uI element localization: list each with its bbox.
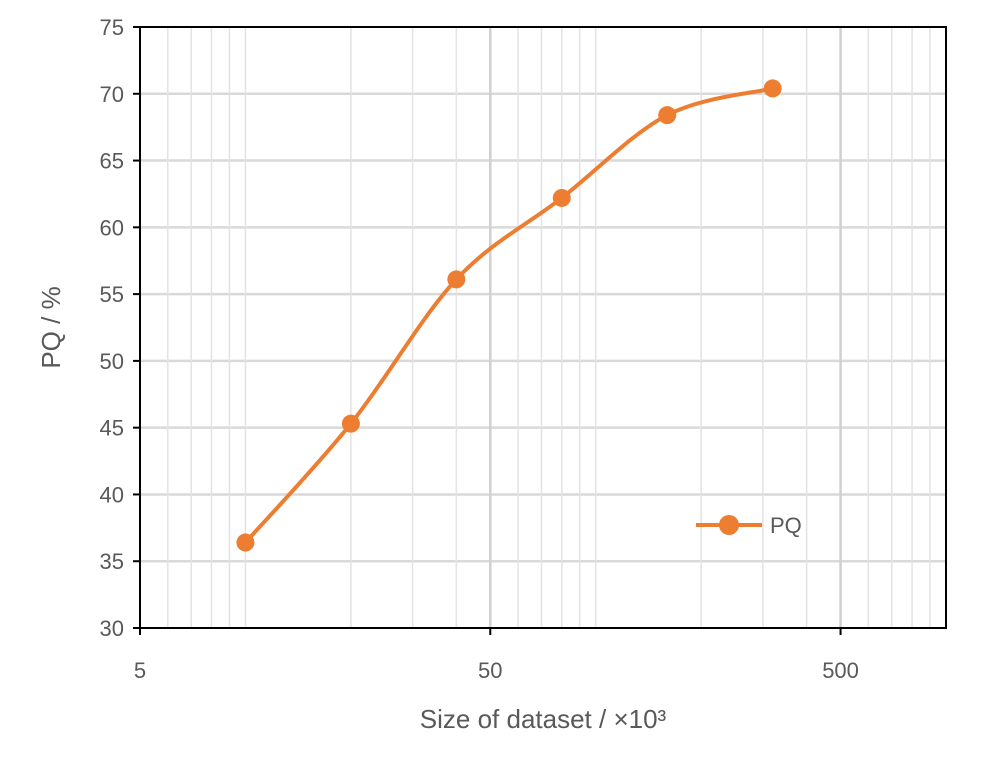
series-line-0: [243, 86, 775, 545]
y-tick-label-6: 60: [100, 215, 124, 240]
legend: PQ: [696, 513, 802, 538]
y-tick-label-2: 40: [100, 482, 124, 507]
data-point-0-5: [763, 79, 782, 98]
legend-label-pq: PQ: [770, 513, 802, 538]
y-axis-title: PQ / %: [36, 286, 66, 368]
data-point-0-4: [658, 106, 677, 125]
y-tick-label-1: 35: [100, 549, 124, 574]
x-axis-title: Size of dataset / ×10³: [420, 704, 667, 734]
data-point-0-2: [447, 270, 466, 289]
series-layer: [236, 79, 782, 552]
y-tick-label-5: 55: [100, 282, 124, 307]
data-point-0-1: [341, 414, 360, 433]
legend-marker-pq: [719, 515, 739, 535]
y-tick-label-0: 30: [100, 616, 124, 641]
plot-frame: [139, 26, 947, 629]
x-tick-label-1: 50: [478, 658, 502, 683]
x-tick-layer: 5 50 500: [134, 628, 859, 683]
y-tick-label-4: 50: [100, 349, 124, 374]
y-tick-label-8: 70: [100, 82, 124, 107]
y-tick-label-7: 65: [100, 149, 124, 174]
x-tick-label-2: 500: [822, 658, 859, 683]
grid-layer: [140, 27, 946, 628]
y-tick-layer: 30 35 40 45 50 55 60 65 70 75: [100, 15, 140, 641]
data-point-0-3: [552, 188, 571, 207]
x-tick-label-0: 5: [134, 658, 146, 683]
data-point-0-0: [236, 533, 255, 552]
y-tick-label-9: 75: [100, 15, 124, 40]
y-tick-label-3: 45: [100, 416, 124, 441]
